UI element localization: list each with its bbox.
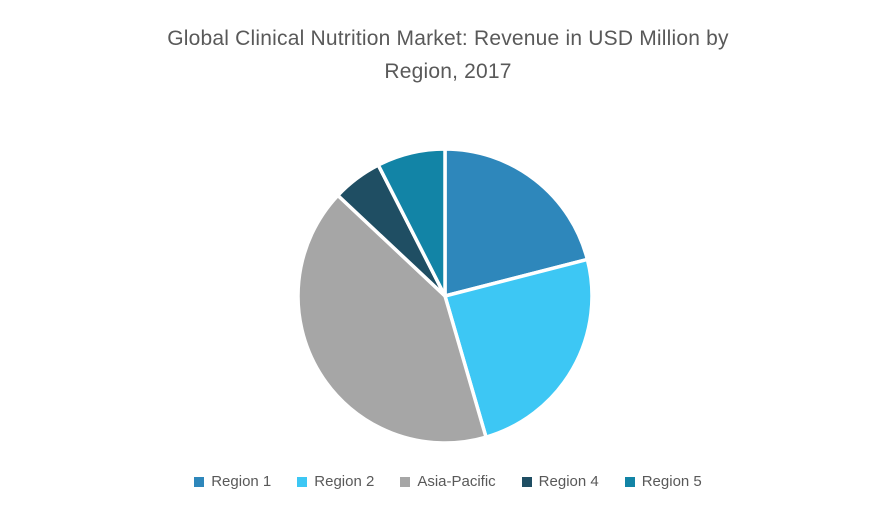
pie-slice-asia-pacific <box>296 193 488 445</box>
legend-label-region-2: Region 2 <box>314 473 375 490</box>
pie-slice-region-1 <box>443 147 590 298</box>
legend-marker-region-2 <box>297 477 308 487</box>
legend-label-region-1: Region 1 <box>211 473 272 490</box>
pie-slice-region-5 <box>376 147 447 298</box>
chart-title-line-2: Region, 2017 <box>384 60 512 83</box>
chart-legend: Region 1 Region 2 Asia-Pacific Region 4 … <box>0 473 896 491</box>
legend-item-asia-pacific: Asia-Pacific <box>400 473 496 491</box>
legend-label-region-4: Region 4 <box>538 473 599 490</box>
legend-label-region-5: Region 5 <box>641 473 702 490</box>
legend-label-asia-pacific: Asia-Pacific <box>417 473 496 490</box>
chart-title-line-1: Global Clinical Nutrition Market: Revenu… <box>167 27 729 50</box>
legend-marker-region-1 <box>194 477 205 487</box>
legend-marker-asia-pacific <box>400 477 411 487</box>
pie-slice-region-2 <box>443 257 594 439</box>
legend-marker-region-5 <box>624 477 635 487</box>
legend-item-region-5: Region 5 <box>624 473 702 491</box>
chart-title: Global Clinical Nutrition Market: Revenu… <box>0 22 896 88</box>
legend-item-region-2: Region 2 <box>297 473 374 491</box>
legend-marker-region-4 <box>521 477 532 487</box>
legend-item-region-1: Region 1 <box>194 473 271 491</box>
legend-item-region-4: Region 4 <box>521 473 599 491</box>
